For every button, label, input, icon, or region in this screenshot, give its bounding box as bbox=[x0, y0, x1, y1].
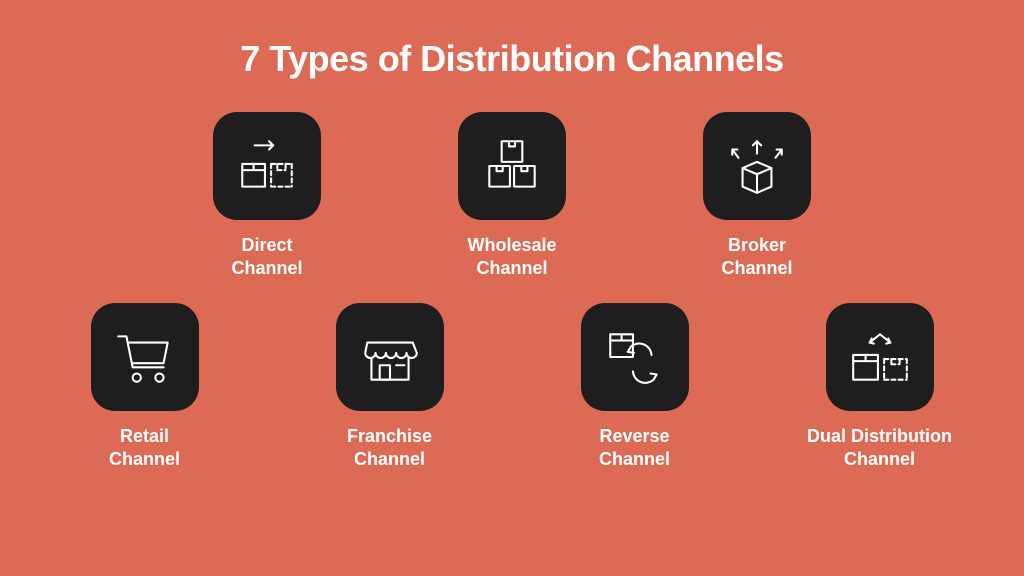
label-franchise: Franchise Channel bbox=[347, 425, 432, 470]
label-reverse: Reverse Channel bbox=[599, 425, 670, 470]
label-wholesale: Wholesale Channel bbox=[467, 234, 556, 279]
card-reverse: Reverse Channel bbox=[560, 303, 710, 470]
box-arrows-out-icon bbox=[724, 133, 790, 199]
boxes-icon bbox=[479, 133, 545, 199]
card-retail: Retail Channel bbox=[70, 303, 220, 470]
label-dual: Dual Distribution Channel bbox=[807, 425, 952, 470]
tile-franchise bbox=[336, 303, 444, 411]
card-direct: Direct Channel bbox=[192, 112, 342, 279]
label-direct: Direct Channel bbox=[231, 234, 302, 279]
tile-dual bbox=[826, 303, 934, 411]
box-swap-icon bbox=[847, 324, 913, 390]
page-title: 7 Types of Distribution Channels bbox=[240, 38, 783, 80]
row-bottom: Retail Channel Franchise Channel Reverse bbox=[70, 303, 955, 470]
tile-broker bbox=[703, 112, 811, 220]
tile-wholesale bbox=[458, 112, 566, 220]
tile-reverse bbox=[581, 303, 689, 411]
card-franchise: Franchise Channel bbox=[315, 303, 465, 470]
tile-retail bbox=[91, 303, 199, 411]
card-dual: Dual Distribution Channel bbox=[805, 303, 955, 470]
box-cycle-icon bbox=[602, 324, 668, 390]
card-wholesale: Wholesale Channel bbox=[437, 112, 587, 279]
box-arrow-icon bbox=[234, 133, 300, 199]
row-top: Direct Channel Wholesale Channel bbox=[192, 112, 832, 279]
storefront-icon bbox=[357, 324, 423, 390]
label-broker: Broker Channel bbox=[721, 234, 792, 279]
card-broker: Broker Channel bbox=[682, 112, 832, 279]
cart-icon bbox=[112, 324, 178, 390]
label-retail: Retail Channel bbox=[109, 425, 180, 470]
tile-direct bbox=[213, 112, 321, 220]
